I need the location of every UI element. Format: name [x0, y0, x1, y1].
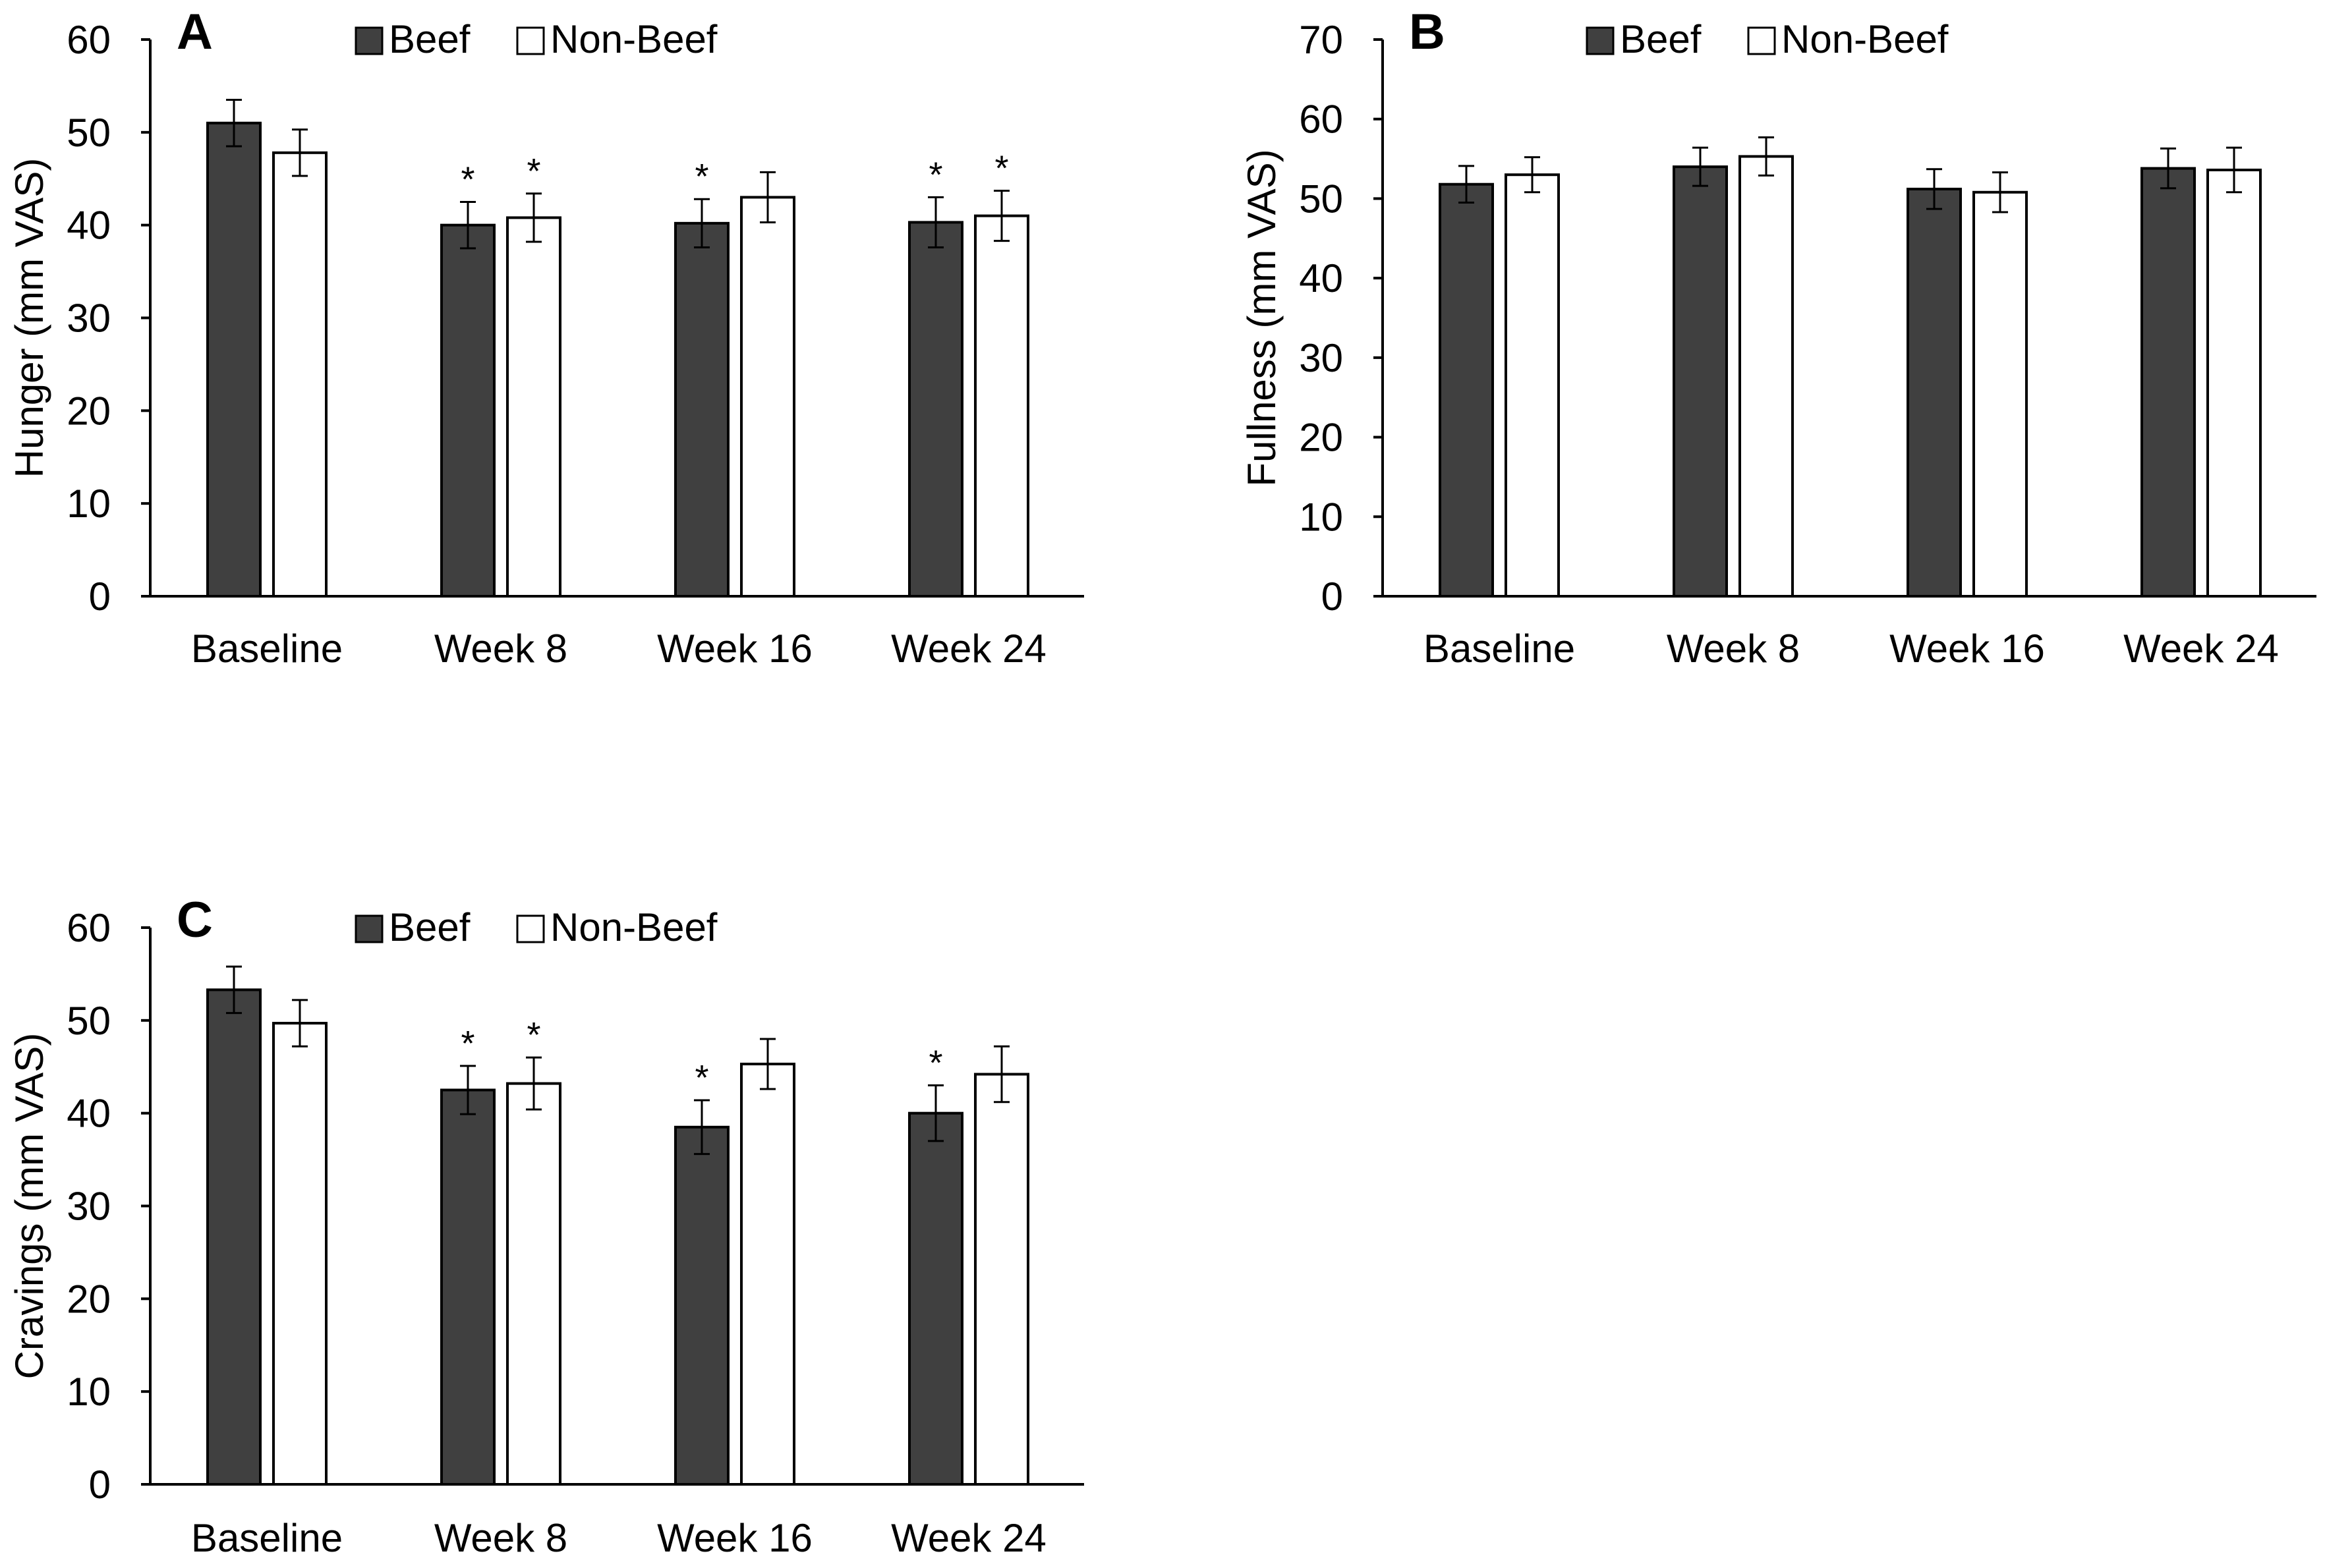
bar-beef	[674, 1125, 730, 1486]
bar-beef	[440, 1088, 496, 1486]
bar-beef	[440, 223, 496, 598]
y-tick-label: 0	[89, 1463, 111, 1507]
y-tick-label: 10	[67, 482, 111, 526]
legend: Beef Non-Beef	[355, 17, 718, 61]
legend: Beef Non-Beef	[1586, 17, 1949, 61]
legend-label-non-beef: Non-Beef	[1781, 17, 1949, 61]
bar-beef	[674, 221, 730, 598]
y-tick-label: 40	[67, 204, 111, 248]
x-category-label: Week 24	[891, 627, 1047, 671]
significance-marker: *	[461, 159, 474, 199]
x-category-label: Baseline	[191, 1516, 343, 1560]
x-category-label: Baseline	[1423, 627, 1575, 671]
y-axis-title: Cravings (mm VAS)	[7, 1033, 51, 1380]
y-tick-label: 50	[67, 111, 111, 155]
y-tick-label: 0	[1321, 574, 1343, 619]
significance-marker: *	[695, 157, 708, 196]
bar-beef	[1439, 182, 1494, 598]
legend-label-beef: Beef	[1620, 17, 1702, 61]
significance-marker: *	[994, 149, 1008, 188]
bar-non-beef	[1738, 155, 1794, 598]
chart-panel-a: 0 10 20 30 40 50 60 Hunger (mm VAS) A Beef Non-Bee…	[7, 4, 1084, 671]
legend-swatch-beef	[1586, 26, 1615, 55]
legend-label-beef: Beef	[389, 17, 471, 61]
panel-letter: C	[177, 892, 213, 948]
significance-marker: *	[929, 155, 942, 194]
y-tick-label: 70	[1299, 18, 1343, 62]
panel-letter: B	[1409, 4, 1445, 60]
bar-beef	[1673, 165, 1728, 598]
y-axis-title: Fullness (mm VAS)	[1240, 149, 1284, 486]
bar-non-beef	[272, 151, 328, 598]
legend-label-beef: Beef	[389, 905, 471, 949]
bar-beef	[206, 988, 262, 1486]
legend-swatch-beef	[355, 26, 384, 55]
bar-beef	[908, 1111, 963, 1486]
y-tick-label: 40	[1299, 256, 1343, 300]
x-category-label: Week 24	[891, 1516, 1047, 1560]
legend-swatch-non-beef	[516, 914, 545, 943]
y-tick-label: 60	[67, 18, 111, 62]
y-tick-label: 30	[67, 1185, 111, 1229]
legend: Beef Non-Beef	[355, 905, 718, 949]
x-category-label: Week 24	[2123, 627, 2279, 671]
chart-panel-b: 0 10 20 30 40 50 60 70 Fullness (mm VAS) B Beef Non…	[1240, 4, 2316, 671]
bar-beef	[908, 221, 963, 598]
bar-non-beef	[2206, 168, 2262, 598]
x-category-label: Week 8	[1667, 627, 1800, 671]
y-tick-label: 20	[67, 389, 111, 433]
bar-non-beef	[506, 216, 561, 598]
bar-non-beef	[974, 1073, 1029, 1486]
y-axis-title: Hunger (mm VAS)	[7, 158, 51, 478]
y-tick-label: 30	[67, 296, 111, 341]
panel-letter: A	[177, 4, 213, 60]
significance-marker: *	[461, 1024, 474, 1063]
significance-marker: *	[929, 1043, 942, 1082]
y-tick-label: 50	[1299, 177, 1343, 221]
legend-swatch-non-beef	[1747, 26, 1776, 55]
bar-non-beef	[272, 1022, 328, 1486]
bar-non-beef	[740, 196, 795, 598]
y-tick-label: 10	[1299, 495, 1343, 539]
bar-non-beef	[1505, 173, 1560, 598]
chart-panel-c: 0 10 20 30 40 50 60 Cravings (mm VAS) C Beef Non-B…	[7, 892, 1084, 1560]
x-category-label: Baseline	[191, 627, 343, 671]
y-tick-label: 30	[1299, 336, 1343, 380]
x-category-label: Week 16	[1889, 627, 2045, 671]
x-category-label: Week 8	[434, 627, 567, 671]
legend-swatch-non-beef	[516, 26, 545, 55]
legend-label-non-beef: Non-Beef	[550, 17, 718, 61]
y-tick-label: 60	[1299, 98, 1343, 142]
bar-non-beef	[1972, 190, 2028, 598]
y-tick-label: 20	[67, 1277, 111, 1321]
legend-swatch-beef	[355, 914, 384, 943]
x-category-label: Week 8	[434, 1516, 567, 1560]
x-category-label: Week 16	[657, 627, 813, 671]
bar-beef	[206, 121, 262, 598]
bar-beef	[1907, 187, 1962, 598]
y-tick-label: 50	[67, 999, 111, 1043]
y-tick-label: 20	[1299, 416, 1343, 460]
bar-non-beef	[974, 214, 1029, 598]
significance-marker: *	[695, 1058, 708, 1098]
y-tick-label: 60	[67, 906, 111, 950]
y-tick-label: 0	[89, 574, 111, 619]
bar-non-beef	[506, 1082, 561, 1486]
bar-beef	[2140, 167, 2196, 598]
significance-marker: *	[527, 152, 540, 191]
bar-non-beef	[740, 1063, 795, 1486]
legend-label-non-beef: Non-Beef	[550, 905, 718, 949]
x-category-label: Week 16	[657, 1516, 813, 1560]
y-tick-label: 40	[67, 1092, 111, 1136]
significance-marker: *	[527, 1015, 540, 1055]
y-tick-label: 10	[67, 1370, 111, 1414]
